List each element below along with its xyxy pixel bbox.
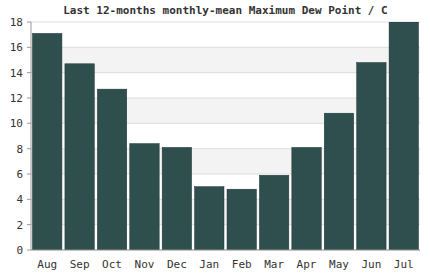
x-tick-label: Jun (361, 258, 381, 271)
y-tick-label: 6 (16, 168, 23, 181)
bar (195, 187, 224, 250)
y-tick-label: 16 (10, 41, 23, 54)
bar (162, 147, 191, 250)
x-tick-label: May (329, 258, 349, 271)
x-tick-label: Oct (102, 258, 122, 271)
y-tick-label: 8 (16, 143, 23, 156)
y-tick (27, 98, 31, 99)
title: Last 12-months monthly-mean Maximum Dew … (63, 4, 388, 17)
x-axis (31, 250, 420, 251)
y-axis (31, 22, 32, 250)
x-tick-label: Feb (232, 258, 252, 271)
x-tick-label: Jan (199, 258, 219, 271)
x-tick-label: Apr (297, 258, 317, 271)
y-tick (27, 224, 31, 225)
x-tick-label: Dec (167, 258, 187, 271)
y-tick-label: 0 (16, 244, 23, 257)
y-tick-label: 2 (16, 219, 23, 232)
bar (389, 22, 418, 250)
y-tick (27, 174, 31, 175)
x-tick-label: Jul (394, 258, 414, 271)
y-tick-label: 10 (10, 117, 23, 130)
y-tick (27, 22, 31, 23)
bar (324, 113, 353, 250)
x-tick-label: Aug (37, 258, 57, 271)
y-tick (27, 47, 31, 48)
y-tick (27, 199, 31, 200)
bar (97, 89, 126, 250)
x-tick-label: Sep (70, 258, 90, 271)
grid-line (31, 250, 420, 251)
bar (33, 33, 62, 250)
y-tick (27, 72, 31, 73)
grid-line (31, 22, 420, 23)
x-tick-label: Nov (135, 258, 155, 271)
bars (33, 22, 419, 250)
y-tick (27, 250, 31, 251)
y-tick (27, 123, 31, 124)
y-tick-label: 18 (10, 16, 23, 29)
chart-container: Last 12-months monthly-mean Maximum Dew … (0, 0, 430, 275)
bar (65, 64, 94, 250)
bar (227, 189, 256, 250)
y-tick-label: 4 (16, 193, 23, 206)
y-tick-label: 14 (10, 67, 24, 80)
bar (259, 175, 288, 250)
grid-line (31, 47, 420, 48)
bar (357, 63, 386, 250)
y-tick-label: 12 (10, 92, 23, 105)
chart: Last 12-months monthly-mean Maximum Dew … (0, 0, 430, 275)
bar (130, 144, 159, 250)
x-tick-label: Mar (264, 258, 284, 271)
y-tick (27, 148, 31, 149)
bar (292, 147, 321, 250)
